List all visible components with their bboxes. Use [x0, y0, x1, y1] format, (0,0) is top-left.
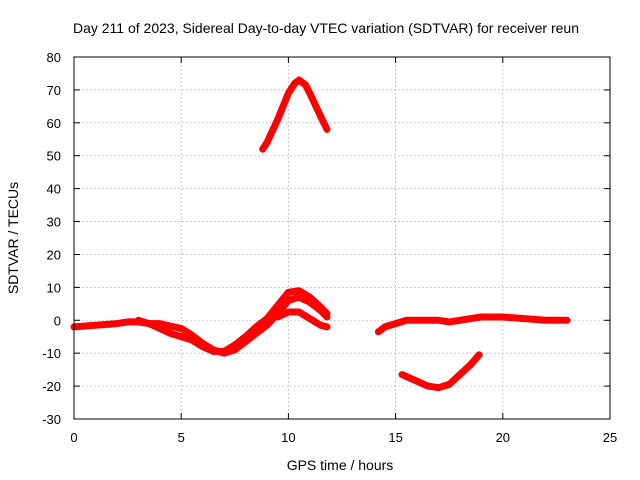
data-point	[259, 145, 266, 153]
data-point	[317, 113, 324, 120]
data-point	[478, 313, 485, 321]
series-track-4	[259, 76, 331, 153]
data-point	[113, 320, 121, 327]
data-point	[542, 317, 549, 324]
data-point	[392, 320, 399, 327]
x-tick-label: 20	[496, 430, 510, 445]
y-tick-label: -30	[42, 412, 61, 427]
data-point	[476, 351, 483, 358]
data-point	[317, 322, 324, 329]
data-point	[145, 320, 153, 327]
y-tick-label: 0	[54, 313, 61, 328]
data-point	[178, 333, 185, 340]
y-tick-label: 40	[47, 182, 61, 197]
data-point	[306, 294, 313, 301]
data-point	[424, 382, 431, 390]
data-point	[274, 116, 281, 123]
y-tick-label: 70	[47, 83, 61, 98]
data-point	[178, 325, 185, 332]
data-point	[375, 328, 382, 335]
data-point	[285, 90, 292, 97]
y-tick-label: 60	[47, 116, 61, 131]
data-point	[317, 303, 324, 311]
data-point	[467, 361, 474, 368]
y-tick-label: 20	[47, 247, 61, 262]
data-point	[135, 317, 142, 324]
data-point	[302, 81, 309, 89]
x-tick-label: 5	[178, 430, 185, 445]
data-point	[467, 315, 474, 322]
data-point	[220, 348, 228, 355]
data-point	[231, 341, 238, 349]
y-tick-label: -10	[42, 346, 61, 361]
data-point	[295, 287, 303, 294]
chart-title: Day 211 of 2023, Sidereal Day-to-day VTE…	[73, 20, 579, 36]
data-point	[413, 317, 421, 324]
y-tick-label: 30	[47, 215, 61, 230]
data-point	[285, 289, 292, 296]
data-point	[92, 322, 99, 329]
data-point	[413, 378, 421, 385]
data-point	[306, 315, 313, 322]
data-point	[274, 313, 281, 321]
data-point	[285, 308, 292, 316]
axis-ticks: 0 5 10 15 20 25 -30 -20 -10 0 10 20 30 40 50 60 70 80	[42, 50, 617, 445]
data-point	[199, 343, 206, 350]
data-point	[403, 317, 410, 324]
series-track-5	[374, 313, 571, 336]
data-point	[156, 325, 163, 332]
data-point	[323, 310, 331, 317]
x-tick-label: 0	[70, 430, 77, 445]
data-point	[424, 317, 431, 324]
data-point	[488, 313, 496, 321]
y-tick-label: 80	[47, 50, 61, 65]
data-point	[446, 318, 453, 326]
data-point	[124, 318, 131, 326]
x-tick-label: 10	[281, 430, 295, 445]
data-point	[263, 315, 271, 322]
y-tick-label: 50	[47, 149, 61, 164]
data-point	[167, 330, 174, 337]
data-point	[295, 76, 303, 84]
data-point	[499, 313, 506, 321]
data-point	[210, 348, 217, 355]
data-point	[563, 317, 571, 324]
data-series	[70, 76, 571, 392]
data-point	[381, 323, 389, 331]
data-point	[253, 323, 260, 331]
data-point	[242, 333, 249, 340]
x-tick-label: 25	[603, 430, 617, 445]
plot-frame	[73, 56, 611, 420]
data-point	[274, 302, 281, 309]
data-point	[306, 90, 313, 97]
data-point	[521, 315, 528, 322]
data-point	[323, 323, 331, 331]
data-point	[398, 371, 406, 378]
data-point	[456, 371, 464, 378]
data-point	[435, 384, 442, 391]
data-point	[323, 126, 331, 133]
data-point	[188, 336, 196, 344]
series-track-6	[398, 351, 483, 392]
data-point	[435, 317, 442, 324]
y-tick-label: -20	[42, 379, 61, 394]
y-axis-label: SDTVAR / TECUs	[5, 182, 21, 294]
data-point	[263, 139, 271, 146]
x-tick-label: 15	[388, 430, 402, 445]
x-axis-label: GPS time / hours	[287, 457, 394, 473]
data-point	[295, 308, 303, 316]
y-tick-label: 10	[47, 280, 61, 295]
grid	[74, 57, 610, 419]
data-point	[446, 381, 453, 388]
data-point	[456, 317, 464, 324]
